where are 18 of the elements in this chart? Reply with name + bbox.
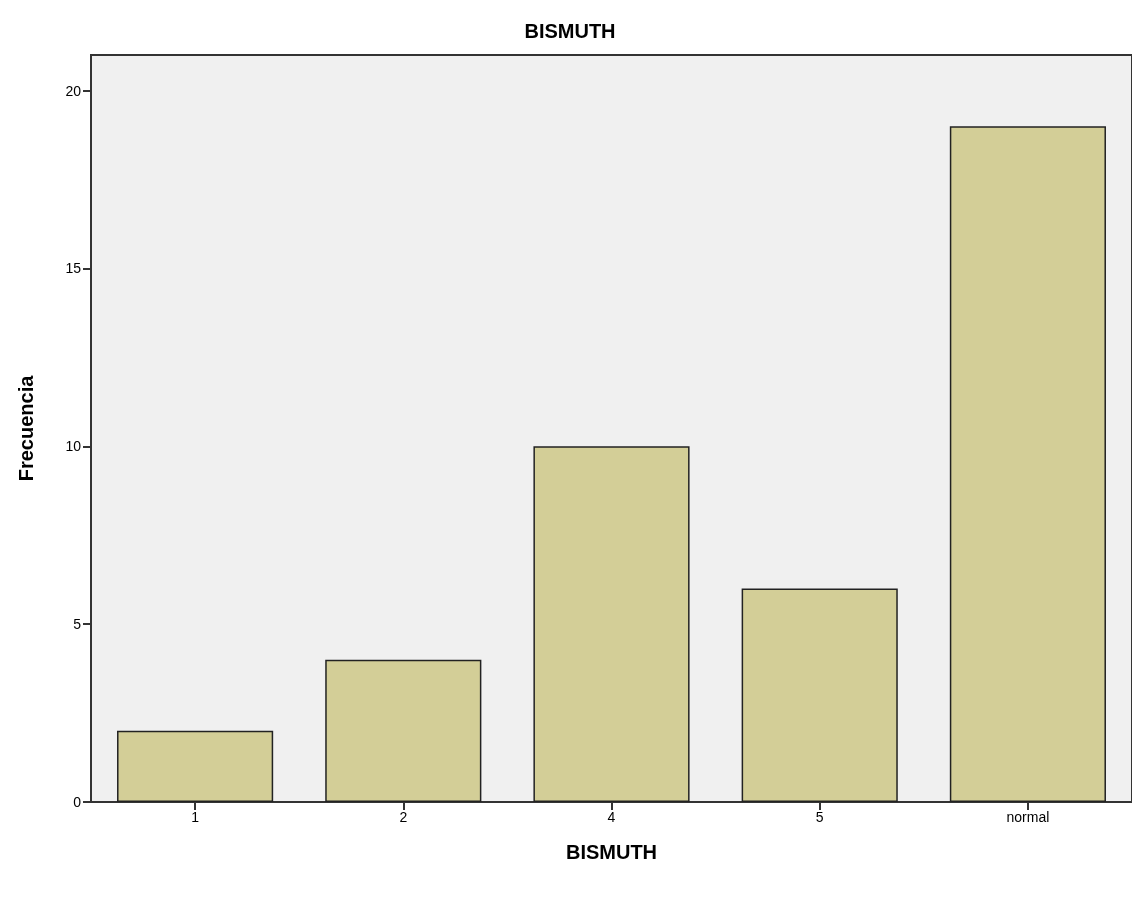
x-axis-title: BISMUTH: [565, 841, 658, 863]
chart-title: BISMUTH: [524, 20, 616, 42]
y-tick-label: 10: [65, 438, 82, 455]
x-tick-label: 2: [399, 809, 408, 825]
bar: [117, 730, 274, 802]
y-axis-title: Frecuencia: [15, 374, 37, 482]
bar: [949, 126, 1106, 802]
x-tick-label: normal: [1006, 809, 1050, 825]
y-tick-label: 5: [73, 616, 82, 633]
bar: [533, 446, 690, 802]
bar: [325, 659, 482, 802]
y-tick-label: 20: [65, 82, 82, 99]
x-tick-label: 4: [607, 809, 616, 825]
y-tick-label: 15: [65, 260, 82, 277]
x-tick-label: 5: [815, 809, 824, 825]
y-tick-label: 0: [73, 794, 82, 810]
bar: [741, 588, 898, 802]
x-tick-label: 1: [191, 809, 200, 825]
